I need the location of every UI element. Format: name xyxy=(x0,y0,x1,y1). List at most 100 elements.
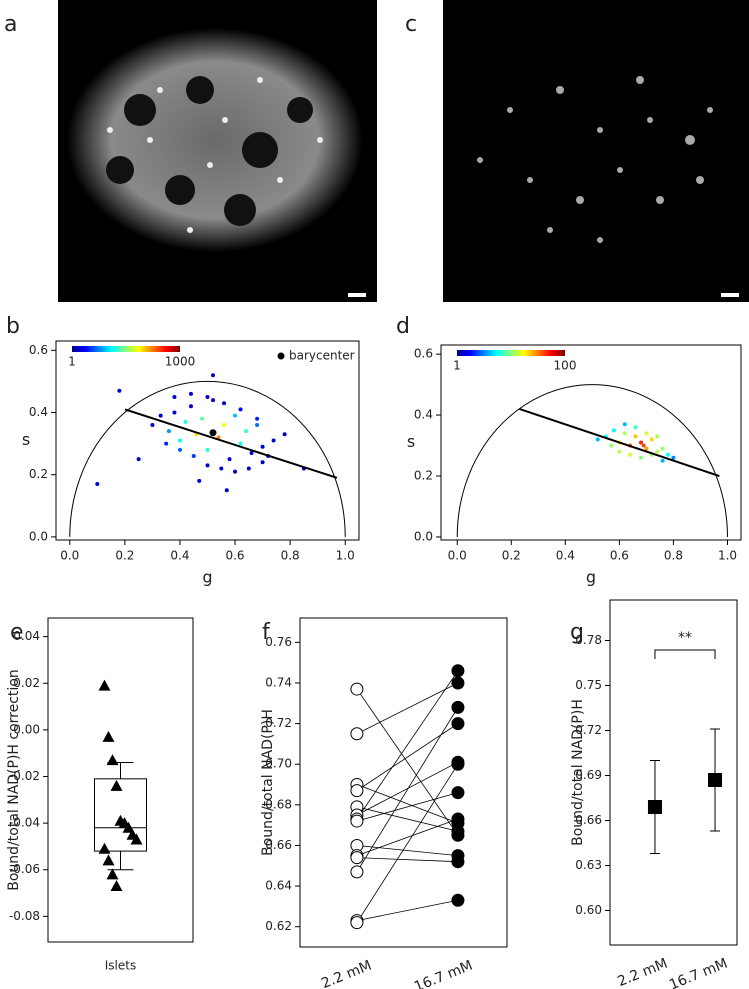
panel-label: a xyxy=(4,12,17,37)
x-tick-label: 16.7 mM xyxy=(667,956,730,989)
point xyxy=(98,679,111,691)
y-tick-label: 0.4 xyxy=(29,405,48,419)
y-axis-label: s xyxy=(22,430,30,449)
y-tick-label: 0.66 xyxy=(265,838,292,852)
y-tick-label: 0.2 xyxy=(414,469,433,483)
x-tick-label: 0.4 xyxy=(556,549,575,563)
y-axis-label: Bound/total NAD(P)H xyxy=(260,709,276,856)
x-tick-label: 1.0 xyxy=(718,549,737,563)
point xyxy=(350,865,364,879)
colorbar-max: 1000 xyxy=(165,355,196,369)
y-tick-label: 0.02 xyxy=(13,676,40,690)
point xyxy=(451,855,465,869)
y-tick-label: 0.6 xyxy=(29,343,48,357)
point xyxy=(350,851,364,865)
point xyxy=(451,893,465,907)
point xyxy=(238,441,243,446)
significance-bracket xyxy=(654,649,716,659)
plot-frame xyxy=(609,599,738,946)
point xyxy=(644,431,649,436)
point xyxy=(95,482,100,487)
colorbar xyxy=(72,346,180,352)
point xyxy=(639,455,643,460)
y-tick-label: 0.6 xyxy=(414,347,433,361)
x-tick-label: 0.6 xyxy=(225,549,244,563)
y-axis-label: Bound/total NAD(P)H correction xyxy=(6,669,22,891)
point xyxy=(350,784,364,798)
x-tick-label: 1.0 xyxy=(336,549,355,563)
point xyxy=(655,449,660,454)
x-tick-label: 16.7 mM xyxy=(412,958,475,989)
point xyxy=(117,388,122,393)
point xyxy=(660,446,665,451)
point xyxy=(164,441,169,446)
point xyxy=(211,398,216,403)
x-axis-label: g xyxy=(586,568,596,587)
point xyxy=(451,700,465,714)
universal-circle xyxy=(456,384,728,537)
y-tick-label: 0.60 xyxy=(575,903,602,917)
pair-line xyxy=(356,764,459,923)
point xyxy=(98,842,111,854)
point xyxy=(177,447,182,452)
x-tick-label: 0.8 xyxy=(664,549,683,563)
pair-line xyxy=(356,670,459,820)
y-tick-label: 0.64 xyxy=(265,879,292,893)
colorbar-min: 1 xyxy=(68,355,76,369)
pair-line xyxy=(356,682,459,735)
point xyxy=(451,786,465,800)
x-tick-label: 0.0 xyxy=(448,549,467,563)
x-tick-label: 0.4 xyxy=(170,549,189,563)
point xyxy=(451,664,465,678)
point xyxy=(150,422,155,427)
x-tick-label: 2.2 mM xyxy=(615,956,670,989)
point xyxy=(271,438,276,443)
y-tick-label: -0.06 xyxy=(9,862,40,876)
y-tick-label: 0.69 xyxy=(575,768,602,782)
point xyxy=(102,854,115,866)
y-tick-label: 0.75 xyxy=(575,678,602,692)
point xyxy=(136,457,141,462)
y-tick-label: 0.04 xyxy=(13,629,40,643)
point xyxy=(633,434,638,439)
point xyxy=(350,916,364,930)
point xyxy=(350,814,364,828)
y-tick-label: 0.76 xyxy=(265,635,292,649)
y-tick-label: 0.72 xyxy=(575,723,602,737)
point xyxy=(106,868,119,880)
point xyxy=(172,394,177,399)
point xyxy=(622,422,627,427)
panel-label: b xyxy=(6,314,20,339)
y-tick-label: 0.70 xyxy=(265,757,292,771)
pair-line xyxy=(356,761,459,816)
point xyxy=(188,391,193,396)
point xyxy=(106,754,119,766)
point xyxy=(350,727,364,741)
significance-label: ** xyxy=(678,630,692,646)
point xyxy=(350,682,364,696)
point xyxy=(671,455,676,460)
point xyxy=(451,757,465,771)
pair-line xyxy=(356,806,459,832)
point xyxy=(233,413,238,418)
point xyxy=(641,443,646,448)
point xyxy=(197,478,202,483)
image-c xyxy=(443,0,749,302)
plot-frame xyxy=(55,340,360,541)
point xyxy=(158,413,163,418)
point xyxy=(224,488,229,493)
pair-line xyxy=(356,723,459,791)
point xyxy=(130,833,143,845)
x-tick-label: 2.2 mM xyxy=(319,958,374,989)
x-tick-label: 0.8 xyxy=(281,549,300,563)
point xyxy=(609,443,614,448)
pair-line xyxy=(356,784,459,824)
y-axis-label: Bound/total NAD(P)H xyxy=(570,699,586,846)
panel-label: c xyxy=(405,12,417,37)
x-tick-label: 0.6 xyxy=(610,549,629,563)
point xyxy=(246,466,251,471)
mean-marker xyxy=(647,800,662,814)
colorbar xyxy=(457,350,565,356)
point xyxy=(611,428,616,433)
